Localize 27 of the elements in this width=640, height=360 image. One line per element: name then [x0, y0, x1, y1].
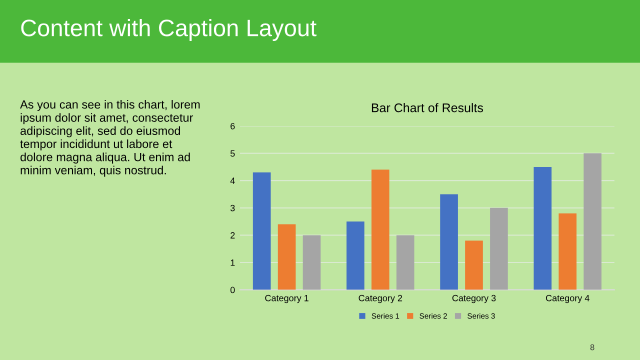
- y-tick-label: 6: [230, 122, 235, 130]
- bar: [440, 194, 458, 290]
- bar: [252, 172, 271, 290]
- x-tick-label: Category 2: [358, 294, 402, 304]
- bar: [371, 170, 390, 290]
- bar: [396, 235, 414, 290]
- text: Content with Caption Layout: [21, 18, 316, 42]
- y-tick-label: 2: [230, 232, 235, 238]
- x-tick-label: Category 4: [546, 294, 590, 304]
- text: 8: [590, 344, 594, 350]
- bar: [465, 240, 483, 290]
- bar: [346, 222, 364, 290]
- x-tick-label: Category 1: [265, 294, 308, 304]
- text: As you can see in this chart, lorem ipsum dolor sit amet, consectetur adipiscing elit, sed do eiusmod tempor incididunt ut labore et dolore magna aliqua. Ut enim ad minim veniam, quis nostrud.: [20, 100, 200, 177]
- bar: [490, 208, 508, 290]
- y-tick-label: 0: [230, 286, 235, 294]
- y-tick-label: 3: [230, 204, 235, 212]
- x-tick-label: Category 3: [452, 294, 496, 304]
- bar: [534, 166, 552, 290]
- y-tick-label: 4: [230, 178, 235, 184]
- bar: [278, 224, 296, 290]
- y-tick-label: 1: [230, 260, 235, 266]
- bar: [558, 213, 577, 290]
- y-tick-label: 5: [230, 150, 235, 157]
- bar: [584, 153, 602, 290]
- bar: [302, 235, 321, 290]
- chart-title: Bar Chart of Results: [372, 103, 484, 112]
